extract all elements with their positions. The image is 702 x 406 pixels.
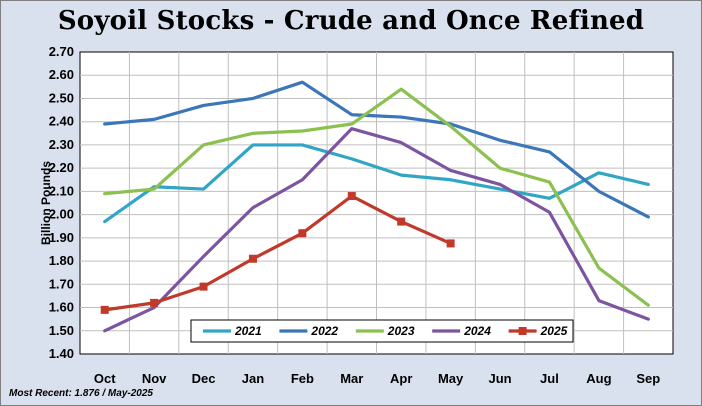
- series-line-2022: [103, 80, 650, 219]
- series-line-2023: [103, 87, 650, 307]
- legend-label-2025: 2025: [540, 324, 568, 338]
- y-tick-label: 2.40: [49, 114, 74, 129]
- x-tick-label: Nov: [142, 371, 167, 386]
- y-tick-label: 2.10: [49, 183, 74, 198]
- data-point-2025: [298, 229, 307, 238]
- x-tick-label: Jan: [242, 371, 264, 386]
- y-tick-label: 1.80: [49, 253, 74, 268]
- data-point-2025: [248, 254, 257, 263]
- x-tick-label: Aug: [586, 371, 611, 386]
- y-tick-label: 2.60: [49, 67, 74, 82]
- data-point-2025: [150, 298, 159, 307]
- data-point-2025: [199, 282, 208, 291]
- y-tick-label: 1.90: [49, 230, 74, 245]
- footnote: Most Recent: 1.876 / May-2025: [9, 388, 153, 399]
- y-tick-label: 2.00: [49, 207, 74, 222]
- legend-marker-2025: [518, 327, 527, 335]
- x-tick-label: May: [438, 371, 464, 386]
- y-tick-label: 2.20: [49, 160, 74, 175]
- chart-title: Soyoil Stocks - Crude and Once Refined: [57, 6, 645, 36]
- data-point-2025: [100, 305, 109, 314]
- x-tick-label: Mar: [340, 371, 363, 386]
- y-tick-label: 1.40: [49, 346, 74, 361]
- data-point-2025: [397, 217, 406, 226]
- legend-label-2021: 2021: [234, 324, 262, 338]
- x-tick-label: Oct: [94, 371, 116, 386]
- x-tick-label: Apr: [390, 371, 412, 386]
- series-line-2024: [103, 127, 650, 333]
- y-axis-label: Billion Pounds: [39, 161, 53, 245]
- x-tick-label: Jun: [488, 371, 511, 386]
- series-line-2025: [103, 194, 453, 312]
- legend-label-2022: 2022: [310, 324, 338, 338]
- data-point-2025: [446, 239, 455, 248]
- y-tick-label: 2.70: [49, 44, 74, 59]
- x-tick-label: Jul: [540, 371, 559, 386]
- x-tick-label: Feb: [291, 371, 314, 386]
- y-tick-label: 1.50: [49, 323, 74, 338]
- x-tick-label: Sep: [636, 371, 660, 386]
- y-tick-label: 2.30: [49, 137, 74, 152]
- x-tick-label: Dec: [192, 371, 216, 386]
- data-point-2025: [347, 192, 356, 201]
- legend-label-2023: 2023: [387, 324, 415, 338]
- y-tick-label: 1.60: [49, 300, 74, 315]
- y-tick-label: 2.50: [49, 90, 74, 105]
- y-tick-label: 1.70: [49, 276, 74, 291]
- legend-label-2024: 2024: [463, 324, 491, 338]
